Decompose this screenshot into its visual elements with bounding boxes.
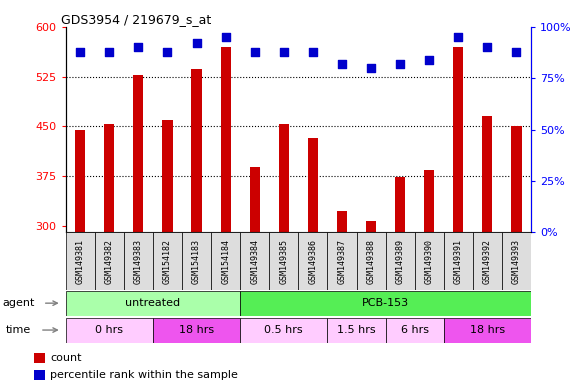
Bar [444, 232, 473, 290]
Bar [395, 177, 405, 232]
Bar [34, 370, 45, 380]
Text: GSM149391: GSM149391 [454, 238, 463, 284]
Bar [250, 167, 260, 232]
Text: GSM149392: GSM149392 [483, 238, 492, 284]
Bar [95, 232, 124, 290]
Bar [66, 232, 95, 290]
Bar [34, 353, 45, 363]
Point [483, 44, 492, 50]
Point [163, 48, 172, 55]
Text: GSM149383: GSM149383 [134, 238, 143, 284]
Point [367, 65, 376, 71]
Bar [356, 232, 385, 290]
Point [134, 44, 143, 50]
Text: 6 hrs: 6 hrs [401, 325, 429, 335]
Bar [512, 126, 521, 232]
Bar [240, 232, 270, 290]
Bar [211, 232, 240, 290]
Bar [444, 318, 531, 343]
Bar [66, 318, 153, 343]
Point [250, 48, 259, 55]
Point [454, 34, 463, 40]
Bar [337, 211, 347, 232]
Text: time: time [6, 325, 31, 335]
Bar [298, 232, 327, 290]
Point [192, 40, 201, 46]
Bar [133, 75, 143, 232]
Bar [240, 291, 531, 316]
Text: GSM149387: GSM149387 [337, 238, 347, 284]
Point [279, 48, 288, 55]
Bar [366, 221, 376, 232]
Point [75, 48, 85, 55]
Bar [424, 170, 435, 232]
Bar [415, 232, 444, 290]
Bar [153, 318, 240, 343]
Bar [270, 232, 298, 290]
Text: 1.5 hrs: 1.5 hrs [337, 325, 376, 335]
Point [221, 34, 230, 40]
Text: GSM149384: GSM149384 [250, 238, 259, 284]
Bar [191, 69, 202, 232]
Bar [308, 138, 318, 232]
Point [337, 61, 347, 67]
Bar [502, 232, 531, 290]
Bar [482, 116, 493, 232]
Point [396, 61, 405, 67]
Bar [473, 232, 502, 290]
Text: 0.5 hrs: 0.5 hrs [264, 325, 303, 335]
Text: GSM154183: GSM154183 [192, 238, 201, 284]
Point [308, 48, 317, 55]
Text: GSM149393: GSM149393 [512, 238, 521, 284]
Bar [182, 232, 211, 290]
Point [425, 57, 434, 63]
Text: GSM149390: GSM149390 [425, 238, 434, 284]
Bar [162, 120, 172, 232]
Text: GSM149386: GSM149386 [308, 238, 317, 284]
Bar [240, 318, 327, 343]
Bar [153, 232, 182, 290]
Bar [327, 318, 385, 343]
Text: GSM149382: GSM149382 [105, 238, 114, 284]
Text: count: count [50, 353, 82, 363]
Text: percentile rank within the sample: percentile rank within the sample [50, 370, 238, 380]
Point [512, 48, 521, 55]
Text: GSM149389: GSM149389 [396, 238, 405, 284]
Point [104, 48, 114, 55]
Text: untreated: untreated [126, 298, 180, 308]
Bar [220, 47, 231, 232]
Bar [66, 291, 240, 316]
Bar [453, 47, 464, 232]
Bar [385, 232, 415, 290]
Bar [75, 130, 85, 232]
Text: GSM154182: GSM154182 [163, 238, 172, 284]
Text: agent: agent [3, 298, 35, 308]
Text: GSM154184: GSM154184 [221, 238, 230, 284]
Bar [104, 124, 114, 232]
Bar [279, 124, 289, 232]
Text: 18 hrs: 18 hrs [470, 325, 505, 335]
Text: GDS3954 / 219679_s_at: GDS3954 / 219679_s_at [61, 13, 211, 26]
Text: 18 hrs: 18 hrs [179, 325, 214, 335]
Text: 0 hrs: 0 hrs [95, 325, 123, 335]
Bar [327, 232, 356, 290]
Text: GSM149388: GSM149388 [367, 238, 376, 284]
Text: GSM149385: GSM149385 [279, 238, 288, 284]
Bar [385, 318, 444, 343]
Text: GSM149381: GSM149381 [76, 238, 85, 284]
Bar [124, 232, 153, 290]
Text: PCB-153: PCB-153 [362, 298, 409, 308]
